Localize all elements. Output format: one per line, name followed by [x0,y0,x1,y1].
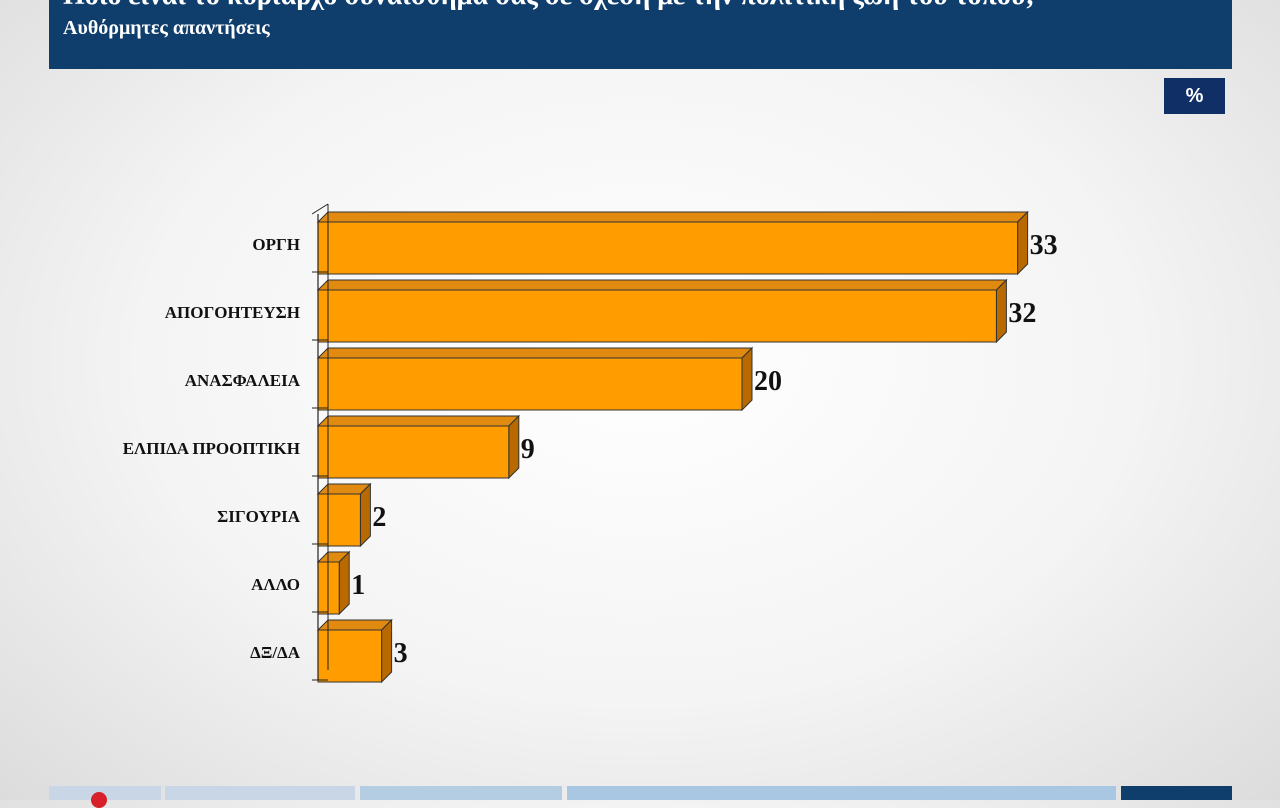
bar-side [359,482,371,548]
bar-top [316,211,1029,223]
chart-title: Ποιο είναι το κυρίαρχο συναίσθημα σας σε… [63,0,1035,12]
category-label: ΑΛΛΟ [251,575,300,594]
bar-side [508,414,520,480]
footer-segment [165,786,355,800]
footer-bar [0,786,1280,808]
bar [317,289,997,343]
bar-side [741,346,753,412]
bar [317,561,340,615]
bar-side [995,278,1007,344]
chart-header: Ποιο είναι το κυρίαρχο συναίσθημα σας σε… [49,0,1232,69]
category-label: ΑΝΑΣΦΑΛΕΙΑ [185,371,301,390]
data-label: 2 [372,502,386,533]
category-label: ΣΙΓΟΥΡΙΑ [217,507,301,526]
category-label: ΟΡΓΗ [252,235,300,254]
footer-logo-segment [49,786,161,808]
footer-brand-segment [1121,786,1232,800]
bar-top [316,619,393,631]
bars-layer [316,210,1029,684]
unit-badge: % [1164,78,1225,114]
data-label: 33 [1030,230,1058,261]
category-label: ΔΞ/ΔΑ [250,643,301,662]
bar [317,425,510,479]
chart-subtitle: Αυθόρμητες απαντήσεις [63,17,270,39]
category-label: ΑΠΟΓΟΗΤΕΥΣΗ [165,303,300,322]
data-label: 1 [351,570,365,601]
bar [317,221,1019,275]
bar [317,493,361,547]
data-label: 20 [754,366,782,397]
category-label: ΕΛΠΙΔΑ ΠΡΟΟΠΤΙΚΗ [123,439,300,458]
bar-side [381,618,393,684]
axis-tick [311,203,329,215]
bar-top [316,279,1008,291]
data-label: 32 [1008,298,1036,329]
bar-top [316,347,754,359]
bar-side [338,550,350,616]
category-axis [311,203,329,681]
data-label: 3 [394,638,408,669]
bar [317,357,743,411]
logo-mark-icon [91,792,107,808]
footer-segment [360,786,562,800]
footer-segment [567,786,1116,800]
bar-top [316,415,521,427]
bar-side [1017,210,1029,276]
data-label: 9 [521,434,535,465]
